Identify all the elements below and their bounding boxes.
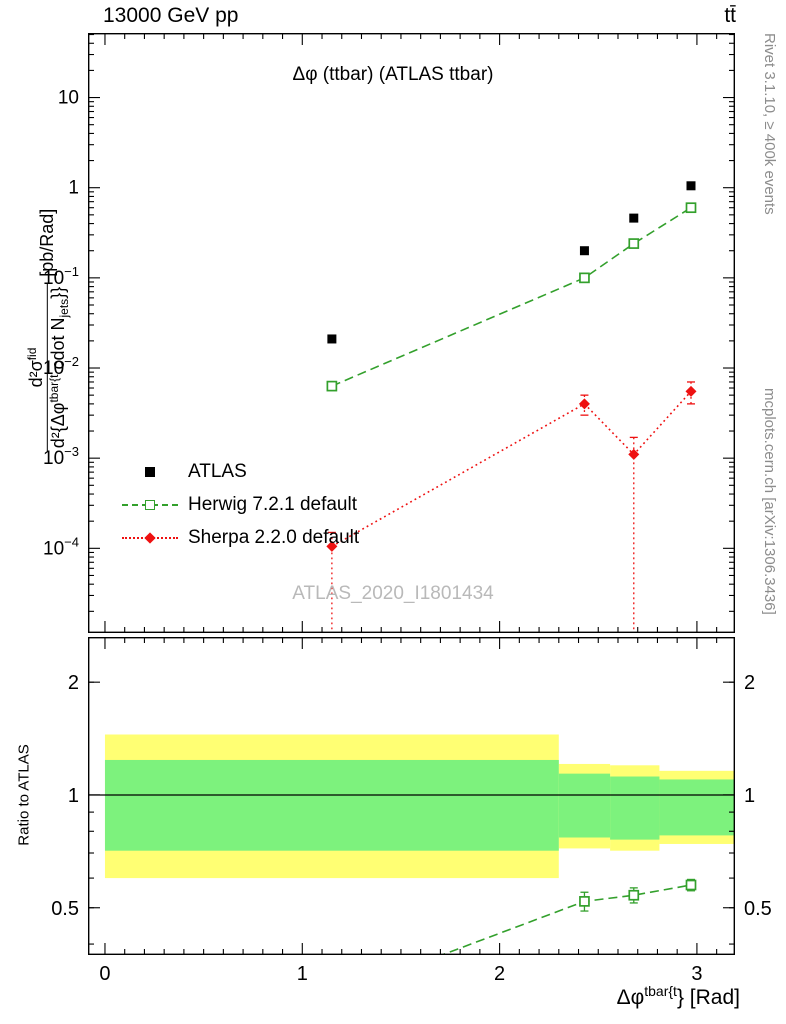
x-tick-label: 2 (494, 963, 505, 985)
herwig-marker-icon (145, 499, 155, 510)
series (326, 381, 697, 633)
series (439, 878, 697, 955)
atlas-marker-icon (145, 466, 155, 477)
panel-frame (87, 636, 735, 956)
plot-title: Δφ (ttbar) (ATLAS ttbar) (292, 64, 494, 85)
series (327, 181, 696, 344)
ratio-tick-label-right: 0.5 (744, 898, 772, 920)
x-tick-label: 1 (297, 963, 308, 985)
series (326, 202, 697, 392)
x-axis-label: Δφtbar{t} [Rad] (616, 983, 740, 1009)
legend: ATLAS Herwig 7.2.1 default Sherpa 2.2.0 … (122, 455, 359, 554)
ratio-tick-label-left: 0.5 (51, 898, 79, 920)
legend-label-atlas: ATLAS (188, 460, 247, 482)
y-tick-label: 1 (68, 178, 79, 199)
mcplots-note: mcplots.cern.ch [arXiv:1306.3436] (761, 388, 778, 615)
sherpa-marker-icon (144, 531, 156, 544)
rivet-version-note: Rivet 3.1.10, ≥ 400k events (761, 33, 778, 215)
y-tick-label: 10 (58, 88, 79, 109)
x-tick-label: 0 (99, 963, 110, 985)
ratio-tick-label-left: 2 (68, 672, 79, 694)
y-tick-label: 10−1 (43, 264, 79, 289)
beam-energy-label: 13000 GeV pp (103, 4, 239, 27)
legend-item-herwig: Herwig 7.2.1 default (122, 488, 359, 521)
legend-item-atlas: ATLAS (122, 455, 359, 488)
uncertainty-band-green (659, 779, 735, 836)
panel-frame (87, 32, 735, 633)
x-tick-label: 3 (691, 963, 702, 985)
ratio-tick-label-left: 1 (68, 785, 79, 807)
ratio-tick-label-right: 2 (744, 672, 755, 694)
ratio-axis-label: Ratio to ATLAS (15, 744, 33, 846)
legend-item-sherpa: Sherpa 2.2.0 default (122, 521, 359, 554)
y-axis-units: [pb/Rad] (36, 208, 57, 277)
process-label: tt̄ (724, 4, 736, 27)
analysis-id-watermark: ATLAS_2020_I1801434 (292, 583, 494, 604)
y-axis-label: d²σfid d²{Δφtbar{t cdot Njets}} [pb/Rad] (25, 208, 71, 452)
ratio-tick-label-right: 1 (744, 785, 755, 807)
uncertainty-band-green (610, 776, 660, 840)
uncertainty-band-green (104, 759, 559, 851)
legend-label-herwig: Herwig 7.2.1 default (188, 493, 357, 515)
y-tick-label: 10−4 (43, 534, 79, 559)
ratio-plot-panel: 0 1 2 3 0.5 0.5 1 1 2 2 (51, 636, 772, 985)
legend-label-sherpa: Sherpa 2.2.0 default (188, 526, 360, 548)
uncertainty-band-green (558, 773, 611, 838)
